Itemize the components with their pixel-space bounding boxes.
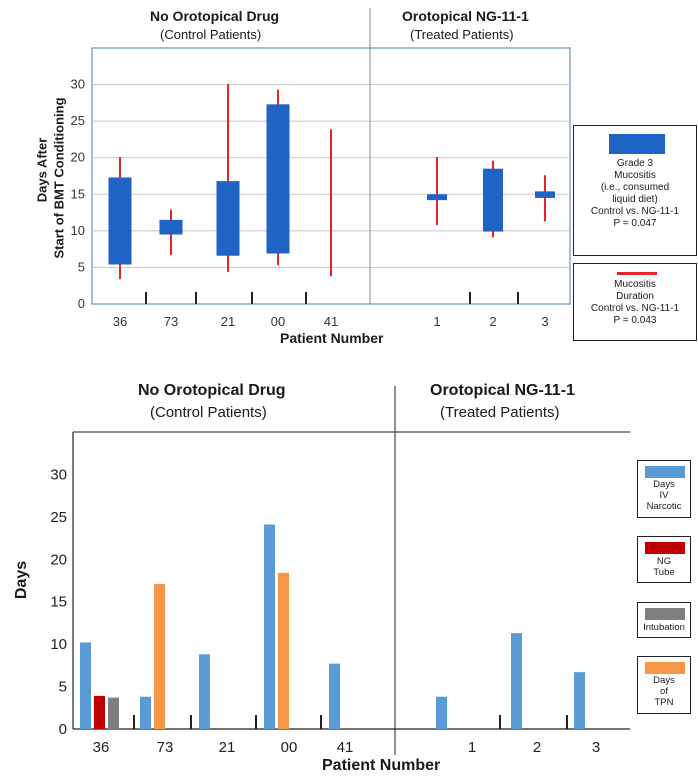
legend-swatch-blue-bar: [609, 134, 665, 154]
bottom-y-tick-label: 10: [50, 636, 67, 653]
bottom-bar: [278, 572, 289, 729]
bottom-bar: [436, 696, 447, 729]
bottom-section-subtitle-control: (Control Patients): [150, 404, 267, 421]
legend-text-mucositis-grade3: Grade 3 Mucositis (i.e., consumed liquid…: [590, 158, 680, 229]
grade3-mucositis-bar: [216, 181, 240, 256]
grade3-mucositis-bar: [159, 219, 183, 235]
bottom-section-title-control: No Orotopical Drug: [138, 382, 286, 399]
bottom-legend-iv-narcotic: Days IV Narcotic: [637, 460, 691, 518]
bottom-x-tick-label: 1: [468, 739, 476, 756]
bottom-x-tick-label: 3: [592, 739, 600, 756]
bottom-legend-intubation: Intubation: [637, 602, 691, 638]
legend-swatch-iv-narcotic: [645, 466, 685, 478]
legend-text-iv-narcotic: Days IV Narcotic: [646, 479, 682, 512]
top-plot: 0 5 10 15 20 25 30 36 73 21 00 41 1 2 3: [71, 8, 571, 329]
legend-swatch-ng-tube: [645, 542, 685, 554]
bottom-legend-tpn: Days of TPN: [637, 656, 691, 714]
top-y-tick-label: 25: [71, 113, 85, 128]
bottom-y-tick-label: 15: [50, 594, 67, 611]
top-x-tick-label: 3: [541, 314, 548, 329]
bottom-bar: [511, 633, 522, 729]
bottom-bar: [80, 642, 91, 729]
top-y-tick-label: 15: [71, 186, 85, 201]
top-x-tick-label: 41: [324, 314, 338, 329]
top-x-tick-label: 00: [271, 314, 285, 329]
grade3-mucositis-bar: [483, 168, 503, 232]
legend-text-mucositis-duration: Mucositis Duration Control vs. NG-11-1 P…: [590, 279, 680, 326]
top-legend-mucositis-grade3: Grade 3 Mucositis (i.e., consumed liquid…: [573, 125, 697, 256]
bottom-bar: [264, 524, 275, 729]
grade3-mucositis-bar: [427, 194, 447, 201]
bottom-x-tick-label: 2: [533, 739, 541, 756]
bottom-y-tick-label: 5: [59, 679, 67, 696]
bottom-y-tick-label: 20: [50, 551, 67, 568]
legend-swatch-intubation: [645, 608, 685, 620]
top-x-tick-label: 36: [113, 314, 127, 329]
bottom-bar: [108, 697, 119, 729]
bottom-bar: [199, 654, 210, 729]
top-x-tick-label: 1: [433, 314, 440, 329]
top-x-tick-label: 2: [489, 314, 496, 329]
legend-swatch-tpn: [645, 662, 685, 674]
top-y-tick-label: 10: [71, 223, 85, 238]
top-section-title-control: No Orotopical Drug: [150, 8, 280, 24]
bottom-section-subtitle-treated: (Treated Patients): [440, 404, 560, 421]
top-y-tick-label: 20: [71, 150, 85, 165]
bottom-x-tick-label: 41: [337, 739, 354, 756]
legend-swatch-red-line: [617, 272, 657, 275]
top-x-axis-label: Patient Number: [280, 330, 384, 346]
bottom-x-tick-label: 00: [281, 739, 298, 756]
top-x-tick-label: 73: [164, 314, 178, 329]
top-legend-mucositis-duration: Mucositis Duration Control vs. NG-11-1 P…: [573, 263, 697, 341]
top-section-title-treated: Orotopical NG-11-1: [402, 8, 529, 24]
bottom-x-axis-label: Patient Number: [322, 757, 441, 774]
bottom-x-tick-label: 21: [219, 739, 236, 756]
grade3-mucositis-bar: [108, 177, 132, 265]
bottom-bar: [154, 583, 165, 729]
legend-text-intubation: Intubation: [643, 622, 685, 633]
bottom-y-tick-label: 25: [50, 509, 67, 526]
grade3-mucositis-bar: [266, 104, 290, 254]
top-x-tick-label: 21: [221, 314, 235, 329]
bottom-legend-ng-tube: NG Tube: [637, 536, 691, 583]
bottom-x-tick-label: 73: [157, 739, 174, 756]
bottom-section-title-treated: Orotopical NG-11-1: [430, 382, 575, 399]
top-y-tick-label: 5: [78, 259, 85, 274]
top-section-subtitle-treated: (Treated Patients): [410, 27, 514, 42]
legend-text-tpn: Days of TPN: [653, 675, 675, 708]
bottom-bar: [574, 672, 585, 729]
grade3-mucositis-bar: [535, 191, 555, 198]
top-section-subtitle-control: (Control Patients): [160, 27, 262, 42]
bottom-bar: [94, 695, 105, 729]
bottom-x-tick-label: 36: [93, 739, 110, 756]
bottom-y-tick-label: 0: [59, 721, 67, 738]
legend-text-ng-tube: NG Tube: [653, 556, 675, 578]
top-y-tick-label: 0: [78, 296, 85, 311]
bottom-y-tick-label: 30: [50, 466, 67, 483]
bottom-bar: [329, 663, 340, 729]
top-y-tick-label: 30: [71, 77, 85, 92]
bottom-bar: [140, 696, 151, 729]
